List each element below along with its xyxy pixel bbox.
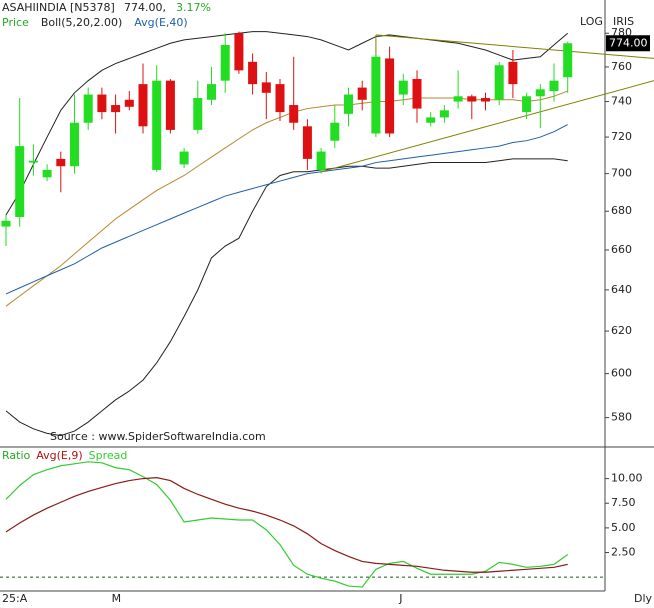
y-tick-label: 680 (611, 204, 632, 217)
y-tick-label: 640 (611, 283, 632, 296)
candle-body (439, 110, 449, 118)
trendline (375, 34, 654, 59)
y-tick-label: 580 (611, 411, 632, 424)
legend-entry: Avg(E,40) (134, 16, 187, 29)
y-tick-label: 660 (611, 243, 632, 256)
candle-body (385, 58, 395, 134)
candle-body (398, 80, 408, 95)
candle-body (330, 122, 340, 141)
y-tick-label: 5.00 (611, 521, 636, 534)
y-tick-label: 10.00 (611, 472, 643, 485)
candle-body (426, 117, 436, 123)
candle-body (549, 80, 559, 92)
candle-body (412, 78, 422, 109)
legend-entry: Avg(E,9) (36, 449, 82, 462)
candle-body (563, 43, 573, 78)
candle-body (481, 98, 490, 102)
candle-body (207, 84, 216, 100)
candle-body (453, 96, 463, 102)
legend-entry: Boll(5,20,2.00) (41, 16, 122, 29)
source: Source : www.SpiderSoftwareIndia.com (50, 430, 266, 443)
period: Dly (634, 592, 653, 605)
candle-body (193, 98, 203, 130)
x-tick-label: 25:A (2, 592, 28, 605)
candle-body (302, 126, 312, 159)
candle-body (70, 122, 79, 167)
x-tick-label: M (112, 592, 122, 605)
candle-body (357, 87, 367, 100)
candle-body (371, 56, 381, 134)
y-tick-label: 740 (611, 95, 632, 108)
series-line (5, 477, 568, 573)
candle-body (248, 61, 258, 85)
candle-body (152, 80, 162, 170)
candle-body (138, 84, 148, 127)
overlay-line (5, 90, 568, 307)
tool: IRIS (613, 15, 634, 28)
y-tick-label: 7.50 (611, 496, 636, 509)
candle-body (220, 44, 230, 81)
y-tick-label: 600 (611, 367, 632, 380)
price-box (606, 35, 650, 52)
candle-body (535, 89, 545, 97)
candle-body (42, 169, 52, 178)
overlay-line (5, 158, 568, 437)
overlay-line (5, 31, 569, 216)
candle-body (97, 94, 107, 113)
overlay-line (5, 124, 568, 295)
candle-body (1, 220, 11, 227)
candle-body (15, 146, 25, 217)
candle-body (344, 94, 353, 114)
x-tick-label: J (398, 592, 402, 605)
legend-entry: Ratio (2, 449, 31, 462)
legend-entry: Price (2, 16, 29, 29)
legend-entry: Spread (89, 449, 128, 462)
candle-body (83, 94, 93, 123)
candle-body (124, 99, 134, 107)
change: 3.17% (176, 1, 211, 14)
candle-body (316, 151, 326, 170)
price: 774.00, (124, 1, 166, 14)
y-tick-label: 620 (611, 324, 632, 337)
candle-body (56, 158, 66, 167)
candle-body (289, 105, 299, 123)
candle-body (522, 96, 532, 113)
scale-mode: LOG (580, 15, 603, 28)
y-tick-label: 2.50 (611, 546, 636, 559)
candle-body (234, 33, 244, 71)
candle-body (261, 82, 271, 93)
price-box-label: 774.00 (609, 36, 648, 49)
trendline (320, 80, 654, 173)
candle-body (179, 151, 189, 165)
y-tick-label: 720 (611, 130, 632, 143)
candle-body (111, 105, 121, 113)
candle-body (28, 160, 38, 163)
y-tick-label: 760 (611, 60, 632, 73)
candle-body (494, 65, 504, 100)
candle-body (275, 84, 285, 113)
y-tick-label: 700 (611, 167, 632, 180)
symbol: ASAHIINDIA [N5378] (2, 1, 115, 14)
candle-body (467, 96, 477, 102)
candle-body (165, 80, 175, 130)
series-line (5, 461, 569, 588)
candle-body (508, 61, 518, 85)
